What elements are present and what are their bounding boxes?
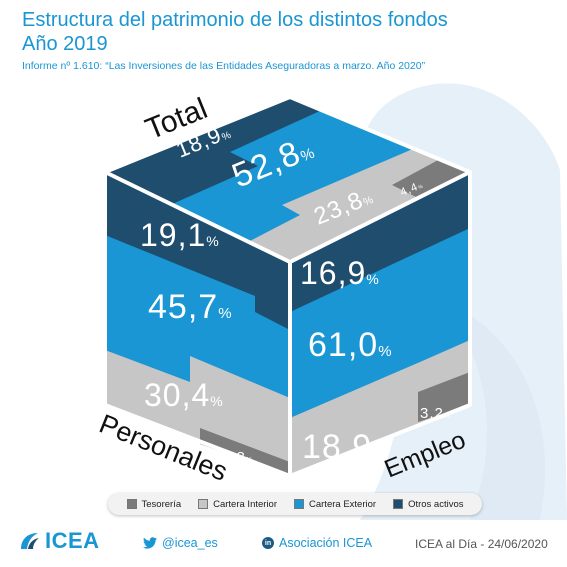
twitter-handle: @icea_es [162, 536, 218, 550]
icea-logo-icon [21, 533, 39, 549]
legend-label-tesoreria: Tesorería [141, 498, 182, 510]
legend-item-cartera-interior: Cartera Interior [198, 499, 277, 510]
icea-logo[interactable]: ICEA [18, 528, 100, 554]
title-line-1: Estructura del patrimonio de los distint… [22, 9, 448, 31]
legend-swatch-cartera-interior [198, 499, 209, 509]
left-label-otros-activos: 19,1% [140, 217, 220, 253]
twitter-link[interactable]: @icea_es [143, 536, 218, 550]
legend-swatch-tesoreria [126, 499, 137, 509]
legend-item-otros-activos: Otros activos [393, 498, 464, 510]
legend-label-otros-activos: Otros activos [408, 498, 464, 510]
left-label-cartera-exterior: 45,7% [148, 288, 233, 326]
chart-title: Estructura del patrimonio de los distint… [22, 8, 542, 56]
right-label-tesoreria: 3,2% [420, 405, 451, 422]
left-segment-cartera-interior [105, 350, 290, 476]
twitter-icon [143, 537, 157, 549]
footer: ICEA @icea_es in Asociación ICEA ICEA al… [0, 520, 567, 567]
right-label-cartera-interior: 18,9% [302, 428, 387, 466]
legend-swatch-otros-activos [393, 499, 404, 509]
legend-label-cartera-exterior: Cartera Exterior [309, 498, 377, 510]
linkedin-icon: in [262, 537, 274, 549]
top-segment-otros-activos [105, 97, 322, 205]
right-segment-tesoreria [418, 372, 470, 422]
left-segment-tesoreria [200, 428, 290, 476]
right-label-otros-activos: 16,9% [300, 255, 380, 291]
legend-item-tesoreria: Tesorería [126, 498, 182, 510]
chart-subtitle: Informe nº 1.610: “Las Inversiones de la… [22, 60, 426, 72]
legend-swatch-cartera-exterior [294, 499, 304, 509]
title-line-2: Año 2019 [22, 33, 108, 55]
right-segment-otros-activos [290, 172, 470, 312]
left-label-tesoreria: 4,8% [222, 449, 253, 466]
linkedin-link[interactable]: in Asociación ICEA [262, 536, 372, 550]
footer-date: ICEA al Día - 24/06/2020 [415, 537, 548, 551]
right-label-cartera-exterior: 61,0% [308, 326, 393, 364]
top-segment-tesoreria [392, 159, 470, 198]
legend: Tesorería Cartera Interior Cartera Exter… [108, 493, 482, 515]
legend-label-cartera-interior: Cartera Interior [213, 498, 277, 510]
right-segment-cartera-interior [290, 340, 470, 476]
logo-text: ICEA [45, 528, 100, 553]
cube-outline [103, 95, 472, 478]
left-segment-otros-activos [105, 172, 290, 330]
legend-item-cartera-exterior: Cartera Exterior [294, 499, 376, 510]
linkedin-label: Asociación ICEA [279, 536, 373, 550]
left-label-cartera-interior: 30,4% [144, 377, 224, 413]
